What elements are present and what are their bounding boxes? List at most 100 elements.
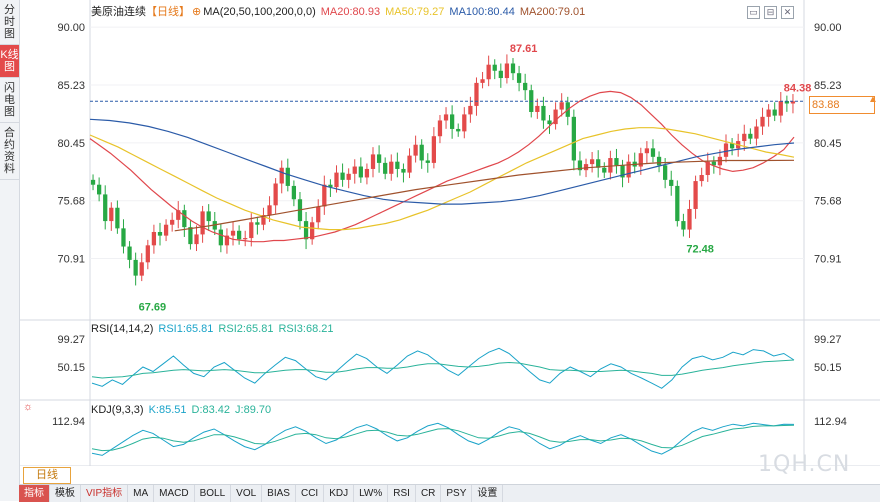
candle-body [285, 167, 290, 186]
candle-body [760, 116, 765, 127]
period-tag: 【日线】 [146, 6, 190, 18]
indicator-tab-1[interactable]: 模板 [50, 485, 81, 502]
candle-body [589, 159, 595, 165]
candle-body [200, 211, 205, 235]
candle-body [535, 105, 540, 112]
restore-icon[interactable]: ⊟ [764, 6, 777, 19]
ma-params: MA(20,50,100,200,0,0) [203, 6, 316, 18]
kdj-settings-icon[interactable]: ☼ [23, 401, 34, 413]
y-tick-label-right: 70.91 [814, 254, 842, 266]
chart-toolbar: ▭ ⊟ ✕ [747, 2, 798, 20]
rsi2-line [91, 359, 795, 379]
candle-body [504, 63, 510, 79]
y-tick-label-right: 75.68 [814, 196, 842, 208]
y-tick-label-left: 90.00 [57, 22, 85, 34]
y-tick-label-right: 90.00 [814, 22, 842, 34]
candle-body [121, 228, 126, 247]
candle-body [571, 116, 576, 161]
kdj-tick-right: 112.94 [814, 416, 847, 428]
candle-body [346, 173, 351, 180]
indicator-tab-6[interactable]: VOL [231, 485, 263, 502]
indicator-tab-12[interactable]: CR [416, 485, 442, 502]
indicator-tab-9[interactable]: KDJ [324, 485, 355, 502]
rsi-tick-left: 99.27 [57, 334, 85, 346]
rsi-tick-left: 50.15 [57, 362, 85, 374]
candle-body [523, 82, 528, 91]
settings-icon[interactable]: ⊕ [192, 6, 202, 18]
indicator-tab-0[interactable]: 指标 [19, 485, 50, 502]
indicator-tab-4[interactable]: MACD [154, 485, 195, 502]
ma50-value: MA50:79.27 [385, 6, 445, 18]
candle-body [127, 246, 132, 260]
candle-body [334, 172, 339, 188]
candle-body [498, 70, 503, 79]
ma100-value: MA100:80.44 [449, 6, 515, 18]
indicator-tab-10[interactable]: LW% [354, 485, 389, 502]
indicator-tab-14[interactable]: 设置 [472, 485, 504, 502]
candle-body [352, 166, 357, 174]
indicator-tab-3[interactable]: MA [128, 485, 155, 502]
candle-body [182, 210, 187, 228]
candle-body [279, 167, 284, 184]
candle-body [474, 82, 479, 106]
tab-contract-info[interactable]: 合约资料 [0, 123, 19, 180]
candle-body [243, 238, 248, 240]
indicator-tab-7[interactable]: BIAS [262, 485, 296, 502]
indicator-tab-11[interactable]: RSI [388, 485, 416, 502]
main-legend: 美原油连续【日线】 ⊕ MA(20,50,100,200,0,0) MA20:80.9… [91, 3, 590, 19]
ma20-line [89, 90, 795, 243]
kdj-d-value: D:83.42 [191, 404, 231, 416]
candle-body [230, 230, 236, 236]
candle-body [778, 101, 783, 116]
candle-body [729, 143, 735, 149]
candle-body [602, 167, 607, 173]
candle-body [139, 262, 144, 276]
low-annotation: 67.69 [139, 302, 167, 314]
kdj-legend: KDJ(9,3,3) K:85.51 D:83.42 J:89.70 [91, 404, 276, 416]
candle-body [559, 102, 564, 110]
candle-body [395, 161, 400, 169]
candle-body [163, 224, 169, 236]
candle-body [407, 155, 412, 173]
y-tick-label-left: 80.45 [57, 138, 85, 150]
candle-body [456, 128, 461, 132]
candle-body [681, 221, 686, 230]
candle-body [431, 136, 437, 163]
tab-kline[interactable]: K线图 [0, 45, 19, 78]
left-sidebar: 分时图 K线图 闪电图 合约资料 [0, 0, 20, 501]
candle-body [115, 207, 120, 229]
candle-body [255, 222, 260, 225]
candle-body [310, 222, 315, 240]
indicator-tab-2[interactable]: VIP指标 [81, 485, 129, 502]
candle-body [389, 161, 394, 174]
candle-body [273, 183, 278, 206]
y-tick-label-right: 80.45 [814, 138, 842, 150]
candle-body [711, 161, 716, 166]
indicator-tab-13[interactable]: PSY [441, 485, 473, 502]
candle-body [547, 120, 552, 125]
rsi-label: RSI(14,14,2) [91, 323, 154, 335]
period-button[interactable]: 日线 [23, 467, 71, 484]
tab-timeshare[interactable]: 分时图 [0, 0, 19, 45]
candle-body [486, 64, 491, 80]
kline-chart[interactable]: 90.00 90.00 85.23 85.23 80.45 80.45 75.68 75.68… [20, 0, 880, 466]
candle-body [267, 205, 272, 216]
candle-body [249, 222, 254, 239]
candle-body [358, 166, 363, 178]
candle-body [583, 164, 589, 171]
indicator-tab-8[interactable]: CCI [296, 485, 325, 502]
candle-body [90, 179, 96, 185]
indicator-tab-5[interactable]: BOLL [195, 485, 232, 502]
candle-body [516, 73, 522, 83]
kdj-label: KDJ(9,3,3) [91, 404, 144, 416]
kdj-j-value: J:89.70 [235, 404, 272, 416]
y-tick-label-left: 85.23 [57, 80, 85, 92]
candle-body [133, 259, 138, 276]
tab-lightning[interactable]: 闪电图 [0, 78, 19, 123]
high-annotation: 87.61 [510, 43, 538, 55]
minimize-icon[interactable]: ▭ [747, 6, 760, 19]
candle-body [383, 162, 388, 174]
rsi1-line [91, 347, 795, 389]
candle-body [699, 175, 704, 182]
close-icon[interactable]: ✕ [781, 6, 794, 19]
